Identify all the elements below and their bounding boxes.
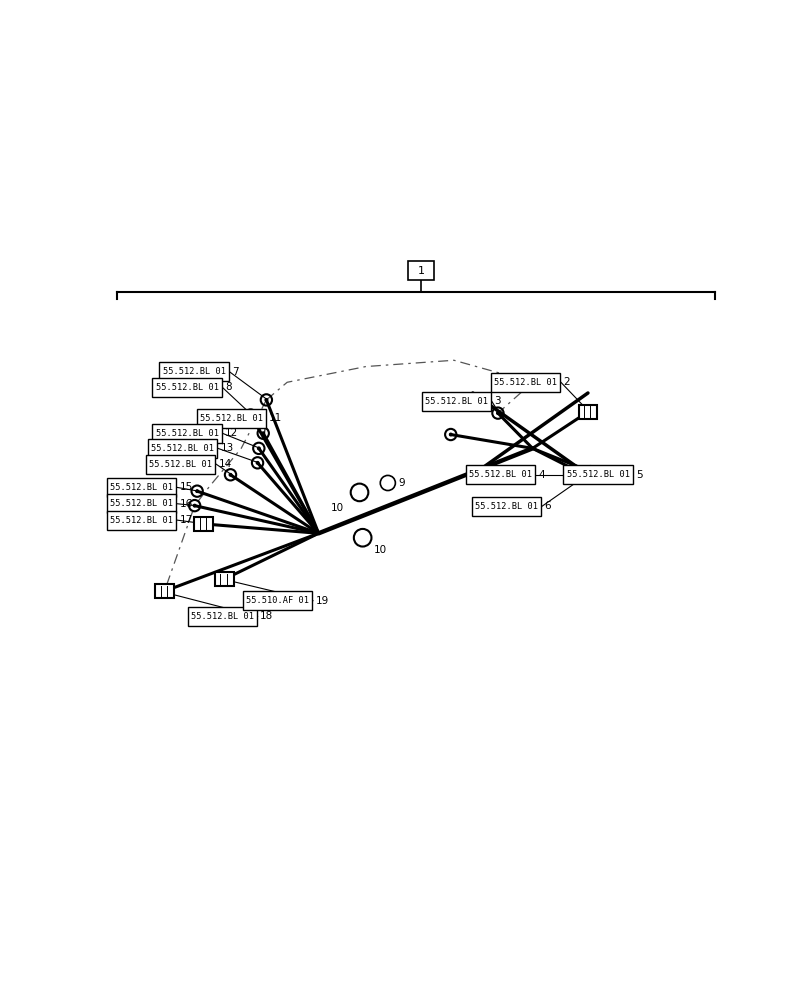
Text: 17: 17 — [179, 515, 192, 525]
Text: 55.512.BL 01: 55.512.BL 01 — [151, 444, 214, 453]
Text: 13: 13 — [220, 443, 234, 453]
FancyBboxPatch shape — [107, 478, 176, 497]
Text: 55.512.BL 01: 55.512.BL 01 — [200, 414, 262, 423]
FancyBboxPatch shape — [471, 497, 541, 516]
FancyBboxPatch shape — [466, 465, 534, 484]
Circle shape — [229, 474, 231, 476]
FancyBboxPatch shape — [107, 494, 176, 513]
Bar — [577, 405, 597, 419]
Bar — [214, 572, 234, 586]
Text: 12: 12 — [225, 428, 238, 438]
Text: 10: 10 — [374, 545, 387, 555]
FancyBboxPatch shape — [159, 362, 229, 381]
FancyBboxPatch shape — [152, 378, 221, 397]
Bar — [155, 584, 174, 598]
Text: 8: 8 — [225, 382, 231, 392]
Text: 55.512.BL 01: 55.512.BL 01 — [149, 460, 212, 469]
FancyBboxPatch shape — [563, 465, 632, 484]
FancyBboxPatch shape — [491, 373, 560, 392]
FancyBboxPatch shape — [407, 261, 434, 280]
FancyBboxPatch shape — [146, 455, 215, 474]
FancyBboxPatch shape — [152, 424, 221, 443]
FancyBboxPatch shape — [242, 591, 312, 610]
Circle shape — [449, 433, 452, 436]
Circle shape — [265, 399, 268, 401]
Text: 11: 11 — [268, 413, 281, 423]
Circle shape — [262, 432, 264, 435]
Text: 55.512.BL 01: 55.512.BL 01 — [424, 397, 487, 406]
Text: 55.512.BL 01: 55.512.BL 01 — [566, 470, 629, 479]
Text: 16: 16 — [179, 499, 192, 509]
Text: 55.512.BL 01: 55.512.BL 01 — [110, 499, 173, 508]
Bar — [575, 468, 594, 482]
Circle shape — [195, 490, 198, 492]
Bar — [194, 517, 212, 531]
Text: 55.512.BL 01: 55.512.BL 01 — [156, 383, 218, 392]
Text: 55.512.BL 01: 55.512.BL 01 — [110, 483, 173, 492]
Circle shape — [589, 470, 591, 473]
Circle shape — [496, 412, 499, 414]
Text: 10: 10 — [331, 503, 344, 513]
Text: 6: 6 — [544, 501, 551, 511]
Text: 5: 5 — [635, 470, 642, 480]
Circle shape — [257, 447, 260, 450]
FancyBboxPatch shape — [196, 409, 265, 428]
Text: 3: 3 — [494, 396, 500, 406]
Text: 9: 9 — [397, 478, 404, 488]
Text: 55.512.BL 01: 55.512.BL 01 — [469, 470, 531, 479]
FancyBboxPatch shape — [421, 392, 491, 411]
Circle shape — [193, 504, 195, 507]
Text: 1: 1 — [417, 266, 424, 276]
Text: 15: 15 — [179, 482, 192, 492]
Text: 55.512.BL 01: 55.512.BL 01 — [110, 516, 173, 525]
Text: 55.512.BL 01: 55.512.BL 01 — [494, 378, 556, 387]
Text: 2: 2 — [563, 377, 569, 387]
Text: 7: 7 — [231, 367, 238, 377]
FancyBboxPatch shape — [148, 439, 217, 458]
FancyBboxPatch shape — [107, 511, 176, 530]
Text: 55.512.BL 01: 55.512.BL 01 — [191, 612, 254, 621]
Circle shape — [249, 414, 251, 416]
Text: 55.512.BL 01: 55.512.BL 01 — [156, 429, 218, 438]
Text: 4: 4 — [538, 470, 544, 480]
Circle shape — [256, 462, 259, 464]
Text: 55.510.AF 01: 55.510.AF 01 — [246, 596, 309, 605]
Text: 14: 14 — [218, 459, 231, 469]
Text: 55.512.BL 01: 55.512.BL 01 — [162, 367, 225, 376]
Text: 19: 19 — [315, 596, 328, 606]
Text: 18: 18 — [260, 611, 273, 621]
FancyBboxPatch shape — [187, 607, 256, 626]
Text: 55.512.BL 01: 55.512.BL 01 — [474, 502, 538, 511]
